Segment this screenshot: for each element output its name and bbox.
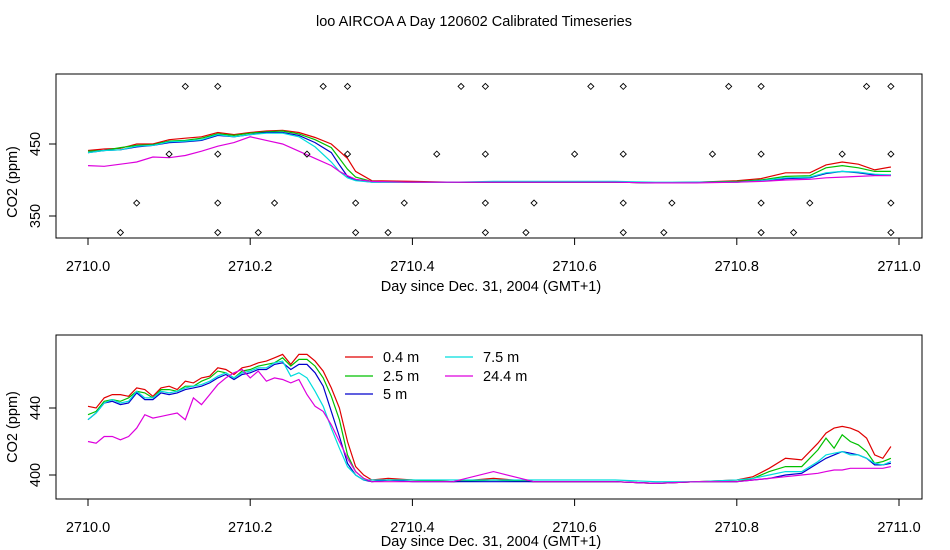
legend-label-24-4-m: 24.4 m: [483, 369, 527, 385]
top-marker-point: [351, 199, 360, 207]
top-x-tick-label: 2710.8: [715, 259, 759, 275]
top-marker-point: [887, 199, 895, 207]
top-marker-point: [862, 82, 871, 91]
top-marker-point: [303, 150, 311, 158]
top-marker-point: [270, 199, 279, 207]
top-marker-point: [668, 199, 676, 207]
top-marker-point: [887, 228, 895, 237]
top-x-axis: 2710.0 2710.2 2710.4 2710.6 2710.8 2711.0: [66, 237, 921, 275]
top-x-tick-label: 2710.0: [66, 259, 110, 275]
top-series-line-24-4-m: [87, 136, 891, 184]
top-x-tick-label: 2710.2: [228, 259, 272, 275]
top-marker-point: [214, 82, 222, 91]
top-marker-point: [481, 228, 490, 237]
top-series-line-5-m: [87, 131, 891, 184]
bot-x-tick-label: 2710.2: [228, 520, 272, 536]
legend-label-0-4-m: 0.4 m: [383, 350, 419, 366]
top-marker-point: [214, 150, 222, 158]
bottom-series-group: [87, 353, 892, 485]
bot-x-tick-label: 2711.0: [877, 520, 920, 536]
top-x-tick-label: 2710.4: [390, 259, 434, 275]
top-y-tick-label: 350: [28, 204, 44, 228]
bottom-y-axis-label: CO2 (ppm): [5, 391, 21, 463]
top-marker-point: [530, 199, 538, 207]
bottom-legend: 0.4 m 2.5 m 5 m 7.5 m 24.4 m: [345, 350, 527, 403]
bottom-panel: 2710.0 2710.2 2710.4 2710.6 2710.8 2711.0 400…: [5, 334, 923, 550]
top-marker-point: [757, 199, 765, 207]
bot-x-tick-label: 2710.0: [66, 520, 110, 536]
top-marker-point: [433, 150, 441, 158]
legend-label-7-5-m: 7.5 m: [483, 350, 519, 366]
top-marker-point: [619, 228, 627, 237]
top-marker-point: [725, 82, 733, 91]
top-marker-group: [116, 82, 895, 237]
legend-label-2-5-m: 2.5 m: [383, 369, 419, 385]
bot-x-tick-label: 2710.4: [390, 520, 434, 536]
top-marker-point: [351, 228, 360, 237]
legend-label-5-m: 5 m: [383, 387, 407, 403]
top-marker-point: [133, 199, 141, 207]
top-marker-point: [522, 228, 530, 237]
top-series-group: [87, 129, 892, 184]
top-marker-point: [181, 82, 189, 91]
bot-x-tick-label: 2710.6: [552, 520, 596, 536]
top-marker-point: [838, 150, 846, 158]
top-marker-point: [384, 228, 392, 237]
top-marker-point: [214, 228, 222, 237]
top-y-axis: 350 450: [28, 132, 57, 228]
top-marker-point: [116, 228, 125, 237]
top-marker-point: [587, 82, 595, 91]
top-marker-point: [481, 150, 490, 158]
top-plot-frame: [55, 73, 923, 239]
top-x-tick-label: 2711.0: [877, 259, 920, 275]
top-series-line-2-5-m: [87, 130, 891, 184]
top-marker-point: [887, 82, 895, 91]
top-marker-point: [789, 228, 798, 237]
top-marker-point: [254, 228, 262, 237]
bottom-y-axis: 400 440: [28, 396, 57, 487]
top-marker-point: [343, 82, 352, 91]
top-series-line-7-5-m: [87, 132, 891, 183]
top-marker-point: [481, 82, 490, 91]
top-marker-point: [400, 199, 408, 207]
top-marker-point: [757, 82, 765, 91]
top-marker-point: [619, 82, 627, 91]
bot-y-tick-label: 400: [28, 463, 44, 487]
figure-title: loo AIRCOA A Day 120602 Calibrated Times…: [316, 14, 632, 30]
top-marker-point: [165, 150, 173, 158]
top-x-axis-label: Day since Dec. 31, 2004 (GMT+1): [381, 279, 601, 295]
top-marker-point: [619, 199, 627, 207]
bottom-x-axis-label: Day since Dec. 31, 2004 (GMT+1): [381, 534, 601, 550]
top-marker-point: [887, 150, 895, 158]
bot-x-tick-label: 2710.8: [715, 520, 759, 536]
top-marker-point: [457, 82, 465, 91]
top-marker-point: [660, 228, 668, 237]
top-y-axis-label: CO2 (ppm): [5, 146, 21, 218]
bot-y-tick-label: 440: [28, 396, 44, 420]
top-marker-point: [214, 199, 222, 207]
bottom-x-axis: 2710.0 2710.2 2710.4 2710.6 2710.8 2711.0: [66, 498, 921, 536]
top-marker-point: [757, 228, 765, 237]
bot-series-line-2-5-m: [87, 357, 892, 485]
top-marker-point: [619, 150, 627, 158]
top-marker-point: [319, 82, 327, 91]
top-marker-point: [708, 150, 717, 158]
top-y-tick-label: 450: [28, 132, 44, 156]
bot-series-line-5-m: [87, 362, 892, 485]
top-marker-point: [757, 150, 765, 158]
top-marker-point: [481, 199, 490, 207]
top-x-tick-label: 2710.6: [552, 259, 596, 275]
top-marker-point: [806, 199, 814, 207]
top-panel: 2710.0 2710.2 2710.4 2710.6 2710.8 2711.0 350…: [5, 73, 923, 295]
bot-series-line-0-4-m: [87, 353, 892, 485]
top-marker-point: [570, 150, 579, 158]
bot-series-line-24-4-m: [87, 368, 892, 485]
top-series-line-0-4-m: [87, 129, 892, 184]
top-marker-point: [343, 150, 352, 158]
